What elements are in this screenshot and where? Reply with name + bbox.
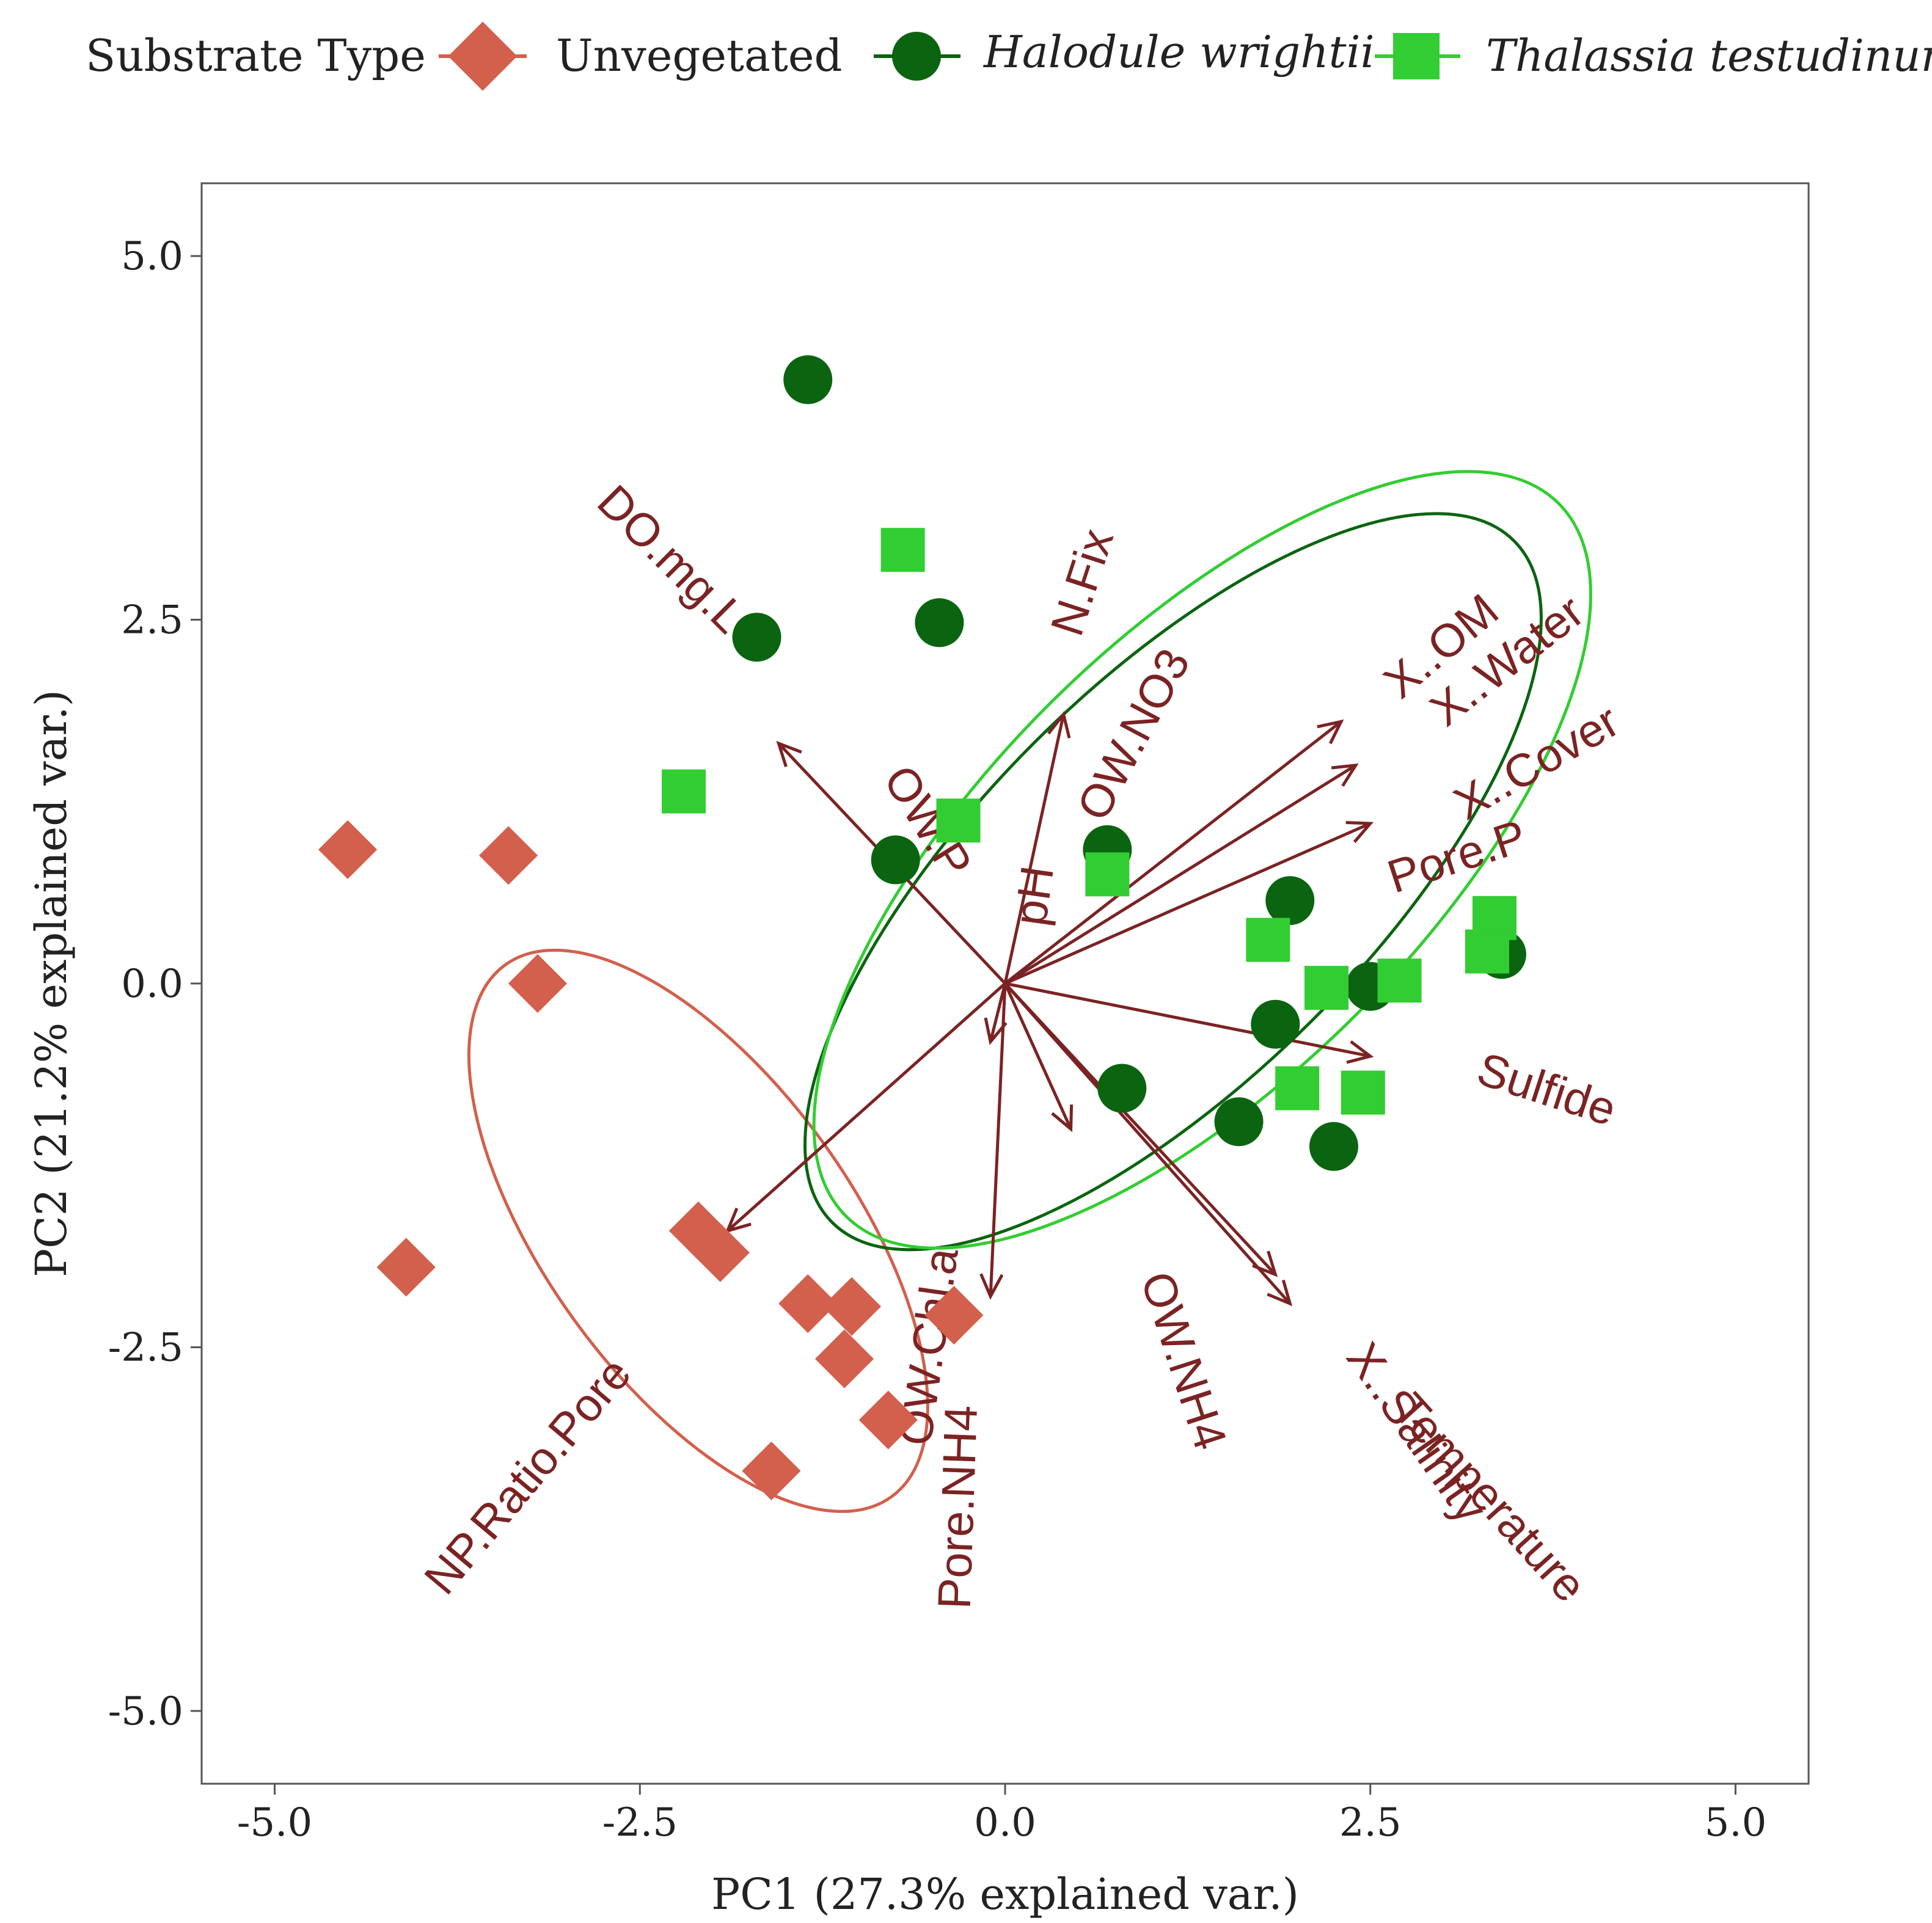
loading-arrow <box>1004 763 1359 985</box>
point-thalassia-testudinum <box>1465 929 1509 974</box>
loading-arrow <box>1004 821 1374 985</box>
point-halodule-wrightii <box>915 598 964 648</box>
legend-key-unvegetated <box>439 21 527 91</box>
ellipse-square <box>812 470 1592 1250</box>
y-tick-label: 0.0 <box>121 962 183 1007</box>
point-thalassia-testudinum <box>1275 1066 1320 1111</box>
ellipse-diamond <box>467 949 929 1513</box>
point-thalassia-testudinum <box>1341 1070 1385 1115</box>
point-unvegetated <box>508 954 567 1013</box>
loading-arrow <box>984 983 1008 1045</box>
loading-arrow <box>1003 982 1074 1133</box>
point-thalassia-testudinum <box>1304 966 1348 1010</box>
loading-label: Pore.NH4 <box>929 1404 988 1610</box>
point-unvegetated <box>690 1223 750 1282</box>
point-unvegetated <box>479 826 538 885</box>
legend-key-halodule <box>874 32 961 81</box>
point-halodule-wrightii <box>1265 876 1315 925</box>
x-axis-ticks: -5.0 -2.5 0.0 2.5 5.0 <box>237 1784 1767 1845</box>
legend: Substrate Type Unvegetated Halodule wrig… <box>86 21 1932 91</box>
loading-arrow <box>1003 710 1071 984</box>
loading-label: pH <box>1004 863 1064 929</box>
point-halodule-wrightii <box>1214 1097 1264 1147</box>
legend-key-thalassia <box>1375 33 1460 79</box>
point-halodule-wrightii <box>1309 1122 1358 1171</box>
point-thalassia-testudinum <box>880 528 925 572</box>
legend-title: Substrate Type <box>86 30 426 81</box>
point-thalassia-testudinum <box>1377 958 1422 1003</box>
point-thalassia-testudinum <box>1246 918 1290 962</box>
legend-label-thalassia: Thalassia testudinum <box>1486 30 1932 81</box>
point-halodule-wrightii <box>871 835 920 885</box>
loading-arrow <box>979 983 1007 1300</box>
point-thalassia-testudinum <box>1085 852 1130 897</box>
x-tick-label: 5.0 <box>1705 1800 1767 1845</box>
point-unvegetated <box>318 820 378 879</box>
x-tick-label: -2.5 <box>602 1800 678 1845</box>
y-tick-label: -5.0 <box>108 1689 183 1734</box>
point-thalassia-testudinum <box>662 769 706 814</box>
loading-arrow <box>1004 719 1344 985</box>
ellipse-circle <box>803 512 1543 1252</box>
x-tick-label: -5.0 <box>237 1800 312 1845</box>
legend-label-unvegetated: Unvegetated <box>556 30 843 81</box>
confidence-ellipses <box>467 470 1592 1513</box>
loading-vectors <box>725 710 1374 1307</box>
point-halodule-wrightii <box>1097 1064 1147 1113</box>
point-thalassia-testudinum <box>936 798 981 843</box>
y-tick-label: 5.0 <box>121 234 183 279</box>
y-axis-title: PC2 (21.2% explained var.) <box>26 690 76 1277</box>
x-axis-title: PC1 (27.3% explained var.) <box>711 1869 1299 1919</box>
point-halodule-wrightii <box>783 355 833 404</box>
x-tick-label: 2.5 <box>1339 1800 1402 1845</box>
loading-arrow <box>1004 982 1293 1307</box>
y-tick-label: -2.5 <box>108 1325 183 1370</box>
point-halodule-wrightii <box>732 613 781 662</box>
y-axis-ticks: 5.0 2.5 0.0 -2.5 -5.0 <box>108 234 202 1734</box>
legend-label-halodule: Halodule wrightii <box>982 26 1375 78</box>
point-halodule-wrightii <box>1251 999 1300 1049</box>
y-tick-label: 2.5 <box>121 598 183 643</box>
x-tick-label: 0.0 <box>974 1800 1036 1845</box>
loading-arrow <box>1004 982 1374 1064</box>
